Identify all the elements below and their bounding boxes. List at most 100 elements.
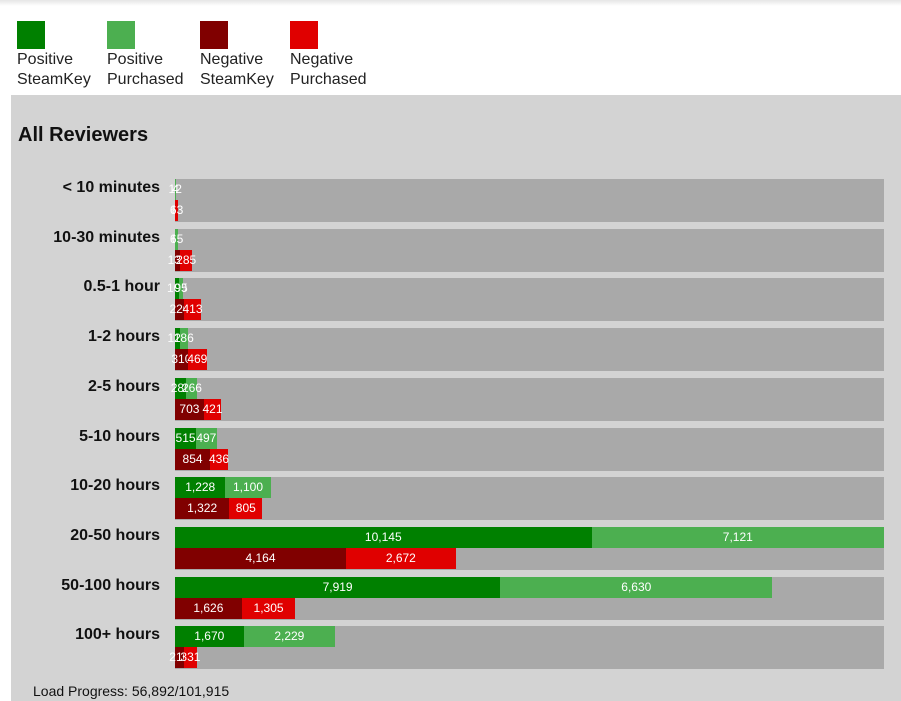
bar-segment — [175, 299, 185, 321]
bar-segment — [175, 477, 226, 499]
legend-swatch — [290, 21, 318, 49]
value-label: 310 — [171, 352, 192, 367]
legend-swatch — [17, 21, 45, 49]
legend-swatch — [200, 21, 228, 49]
bar-segment — [210, 448, 228, 470]
value-label: 1,305 — [253, 600, 284, 615]
legend-item: Positive Purchased — [107, 21, 202, 90]
value-label: 6 — [172, 229, 179, 250]
bar-segment — [225, 477, 271, 499]
value-label: 63 — [169, 203, 184, 217]
value-label: 421 — [202, 401, 223, 416]
category-label: < 10 minutes — [62, 179, 160, 196]
load-progress: Load Progress: 56,892/101,915 — [33, 683, 230, 699]
bar-segment — [203, 398, 222, 420]
bar-segment — [175, 228, 178, 250]
bar-track — [175, 377, 884, 421]
value-label: 7,121 — [722, 529, 753, 544]
bar-segment — [175, 626, 244, 648]
value-label: 854 — [182, 451, 203, 466]
value-label: 285 — [176, 252, 197, 267]
bar-segment — [180, 249, 193, 271]
value-label: 331 — [180, 650, 201, 665]
bar-segment — [175, 576, 501, 598]
bar-track — [175, 328, 884, 372]
value-label: 413 — [182, 302, 203, 317]
legend-swatch — [107, 21, 135, 49]
value-label: 8 — [172, 200, 179, 221]
value-label: 1,670 — [194, 629, 225, 644]
bar-segment — [175, 349, 188, 371]
bar-segment — [175, 328, 180, 350]
category-label: 50-100 hours — [61, 576, 160, 594]
category-label: 2-5 hours — [87, 377, 160, 395]
value-label: 95 — [174, 281, 188, 296]
value-label: 6,630 — [621, 579, 652, 594]
value-label: 12 — [168, 182, 182, 196]
category-label: 10-30 minutes — [53, 228, 160, 246]
bar-track — [175, 179, 884, 222]
category-label: 100+ hours — [75, 626, 160, 644]
value-label: 2,229 — [274, 629, 305, 644]
value-label: 1,322 — [187, 501, 218, 516]
bar-segment — [241, 597, 296, 619]
legend-item: Negative Purchased — [290, 21, 385, 90]
bar-segment — [184, 299, 201, 321]
value-label: 515 — [175, 430, 196, 445]
value-label: 4,164 — [245, 550, 276, 565]
legend-item: Negative SteamKey — [200, 21, 295, 90]
bar-segment — [175, 398, 204, 420]
value-label: 703 — [179, 401, 200, 416]
value-label: 805 — [235, 501, 256, 516]
value-label: 497 — [196, 430, 217, 445]
category-label: 20-50 hours — [70, 526, 160, 544]
bar-segment — [187, 349, 207, 371]
bar-track — [175, 228, 884, 272]
value-label: 280 — [170, 380, 191, 395]
bar-segment — [175, 377, 187, 399]
bar-track — [175, 278, 884, 322]
bar-track — [175, 427, 884, 471]
bar-segment — [345, 547, 456, 569]
bar-segment — [186, 377, 198, 399]
bar-segment — [175, 278, 180, 300]
category-label: 5-10 hours — [79, 427, 160, 445]
legend-label: Positive SteamKey — [17, 51, 91, 88]
category-label: 0.5-1 hour — [83, 278, 160, 296]
legend-item: Positive SteamKey — [17, 21, 112, 90]
bar-segment — [175, 547, 346, 569]
value-label: 10,145 — [364, 529, 402, 544]
bar-segment — [175, 200, 178, 221]
bar-segment — [229, 498, 263, 520]
bar-segment — [591, 526, 884, 548]
value-label: 469 — [187, 352, 208, 367]
value-label: 65 — [169, 231, 184, 246]
value-label: 1,100 — [232, 480, 264, 495]
value-label: 2,672 — [385, 550, 416, 565]
value-label: 1,228 — [185, 480, 216, 495]
chart-title: All Reviewers — [18, 124, 149, 146]
bar-track — [175, 477, 884, 521]
bar-segment — [243, 626, 336, 648]
value-label: 436 — [209, 451, 230, 466]
bar-segment — [500, 576, 773, 598]
value-label: 7,919 — [322, 579, 353, 594]
value-label: 186 — [173, 331, 194, 346]
bar-segment — [175, 498, 230, 520]
bar-segment — [175, 249, 181, 271]
legend-label: Positive Purchased — [107, 51, 184, 88]
bar-segment — [175, 427, 197, 449]
bar-segment — [196, 427, 217, 449]
bar-segment — [175, 597, 242, 619]
bar-segment — [179, 278, 183, 300]
category-label: 1-2 hours — [87, 328, 160, 346]
legend-label: Negative SteamKey — [200, 51, 274, 88]
bar-segment — [179, 328, 188, 350]
bar-segment — [183, 647, 198, 669]
top-shade — [0, 0, 901, 6]
value-label: 266 — [181, 380, 202, 395]
bar-segment — [175, 647, 184, 669]
value-label: 1,626 — [193, 600, 224, 615]
value-label: 4 — [172, 182, 179, 196]
